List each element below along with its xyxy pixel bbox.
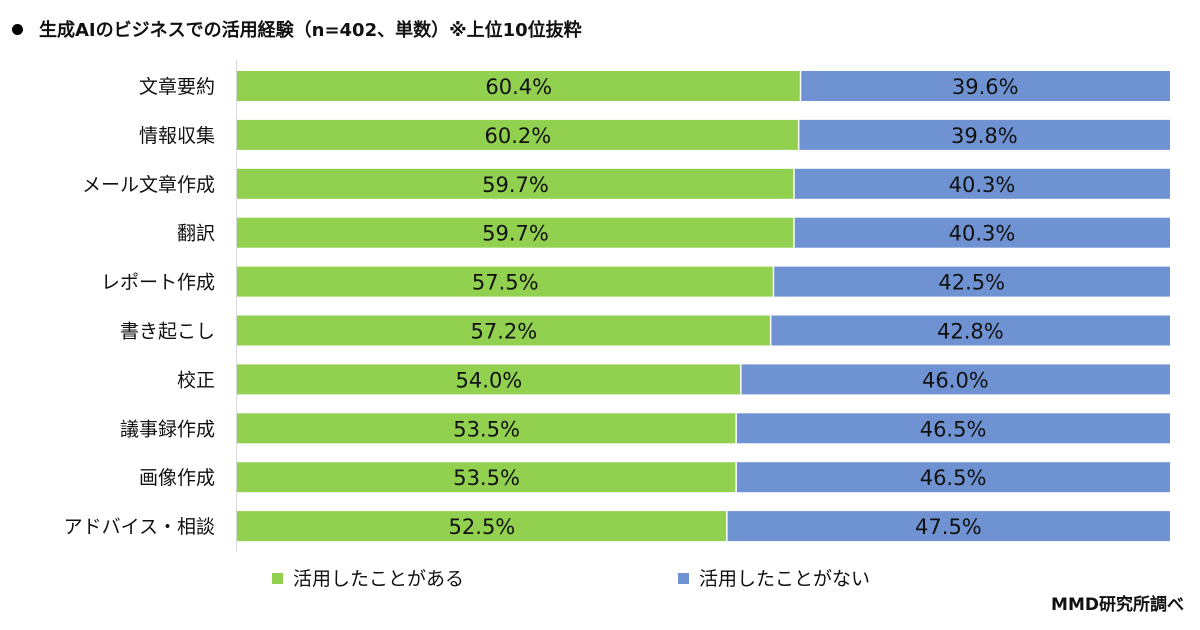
bar-used [237, 119, 799, 150]
legend-swatch-used [272, 573, 283, 584]
bar-used [237, 364, 741, 395]
bar-used [237, 168, 795, 199]
data-label: 57.2% [470, 320, 537, 344]
data-label: 53.5% [453, 417, 520, 441]
bar-not-used [770, 315, 1170, 346]
legend-label: 活用したことがある [293, 568, 464, 590]
data-label: 42.5% [938, 271, 1005, 295]
bar-used [237, 266, 774, 297]
data-label: 47.5% [915, 515, 982, 539]
category-label: 書き起こし [120, 321, 215, 343]
data-label: 53.5% [453, 466, 520, 490]
bar-used [237, 315, 771, 346]
data-label: 46.5% [920, 466, 987, 490]
source-note: MMD研究所調べ [1051, 595, 1184, 615]
bar-not-used [740, 364, 1170, 395]
category-label: レポート作成 [101, 272, 215, 294]
data-label: 52.5% [449, 515, 516, 539]
data-label: 60.2% [484, 124, 551, 148]
bar-not-used [794, 168, 1170, 199]
bullet-icon [12, 23, 23, 35]
category-label: 情報収集 [139, 125, 215, 147]
bar-used [237, 413, 737, 444]
data-label: 42.8% [937, 320, 1004, 344]
category-label: 画像作成 [139, 467, 215, 489]
bar-not-used [726, 511, 1170, 542]
category-label: 議事録作成 [120, 418, 215, 440]
data-label: 60.4% [485, 75, 552, 99]
bar-not-used [736, 462, 1170, 493]
category-label: 文章要約 [139, 76, 215, 98]
data-label: 40.3% [949, 222, 1016, 246]
data-label: 46.0% [922, 368, 989, 392]
legend-swatch-not-used [678, 573, 689, 584]
chart-title-row: 生成AIのビジネスでの活用経験（n=402、単数）※上位10位抜粋 [12, 14, 582, 44]
chart-title: 生成AIのビジネスでの活用経験（n=402、単数）※上位10位抜粋 [39, 20, 582, 41]
legend-label: 活用したことがない [699, 568, 870, 590]
data-label: 39.8% [951, 124, 1018, 148]
bar-not-used [794, 217, 1170, 248]
bar-used [237, 511, 727, 542]
bar-used [237, 462, 737, 493]
data-label: 40.3% [949, 173, 1016, 197]
category-label: 翻訳 [177, 223, 215, 245]
bar-not-used [798, 119, 1170, 150]
data-label: 39.6% [952, 75, 1019, 99]
data-label: 54.0% [456, 368, 523, 392]
data-label: 59.7% [482, 173, 549, 197]
category-label: アドバイス・相談 [64, 516, 215, 538]
data-label: 46.5% [920, 417, 987, 441]
data-label: 59.7% [482, 222, 549, 246]
category-label: 校正 [177, 369, 215, 391]
bar-not-used [800, 71, 1170, 101]
bar-not-used [773, 266, 1170, 297]
category-label: メール文章作成 [82, 174, 215, 196]
bar-used [237, 217, 795, 248]
bar-used [237, 71, 801, 101]
bar-not-used [736, 413, 1170, 444]
data-label: 57.5% [472, 271, 539, 295]
